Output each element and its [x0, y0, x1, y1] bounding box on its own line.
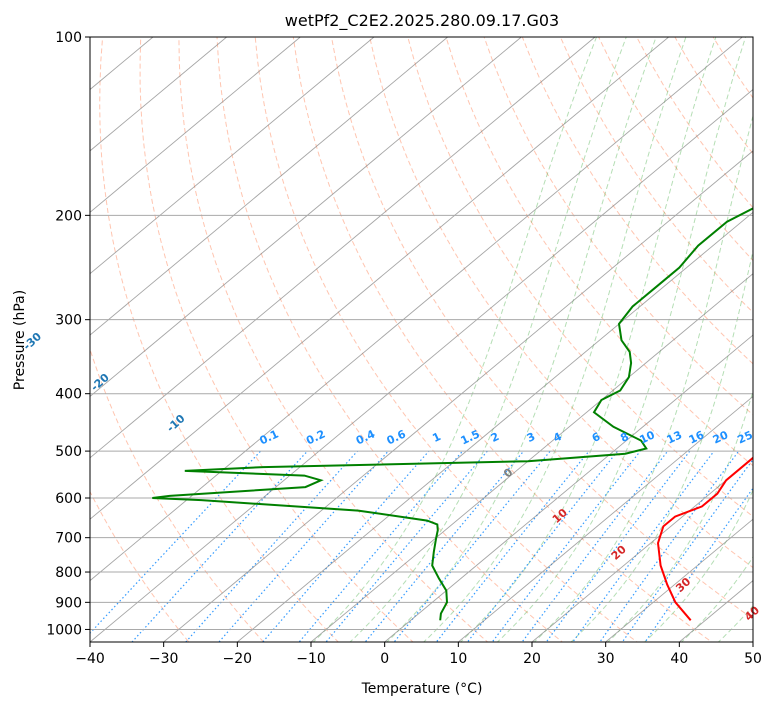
isotherm-line [90, 37, 301, 213]
isotherm-line [90, 37, 743, 582]
mixing-ratio-label: 10 [638, 428, 658, 446]
moist-adiabat-line [643, 488, 753, 642]
y-tick-label: 1000 [46, 622, 82, 638]
x-tick-label: −30 [149, 651, 179, 667]
x-tick-label: −20 [223, 651, 253, 667]
x-tick-label: 10 [449, 651, 467, 667]
moist-adiabat-line [533, 114, 753, 642]
isotherm-line [310, 273, 753, 642]
moist-adiabat-line [349, 37, 627, 642]
chart-title: wetPf2_C2E2.2025.280.09.17.G03 [285, 11, 559, 31]
plot-frame [89, 36, 754, 643]
x-tick-label: 50 [744, 651, 762, 667]
dry-adiabat-line [99, 37, 339, 642]
y-tick-label: 500 [55, 444, 82, 460]
moist-adiabat-line [386, 37, 657, 642]
y-tick-label: 200 [55, 208, 82, 224]
moist-adiabat-line [423, 37, 687, 642]
dry-adiabat-line [369, 37, 753, 569]
y-tick-label: 100 [55, 30, 82, 46]
isobars [90, 37, 753, 630]
moist-adiabat-line [312, 37, 598, 642]
temperature-profile-line [656, 456, 753, 621]
x-tick-label: 30 [597, 651, 615, 667]
dry-adiabats [90, 37, 753, 642]
isotherm-line [90, 37, 596, 459]
x-tick-label: −10 [296, 651, 326, 667]
y-tick-label: 300 [55, 313, 82, 329]
y-tick-label: 900 [55, 595, 82, 611]
moist-adiabat-line [459, 37, 717, 642]
y-tick-label: 400 [55, 387, 82, 403]
y-tick-label: 600 [55, 491, 82, 507]
isotherm-line [163, 150, 753, 642]
mixing-ratio-label: 13 [665, 428, 684, 446]
isotherm-line [384, 334, 753, 642]
x-tick-label: −40 [75, 651, 105, 667]
moist-adiabats [312, 37, 753, 642]
mixing-ratio-label: 20 [711, 428, 731, 446]
dry-adiabat-line [330, 37, 753, 620]
isotherm-line [237, 211, 753, 642]
y-axis-ticks: 1000 900 800 700 600 500 400 300 200 100 [46, 30, 90, 638]
dry-adiabat-line [90, 347, 265, 642]
moist-adiabat-line [717, 605, 753, 642]
isotherm-line [90, 37, 375, 275]
moist-adiabat-line [607, 389, 753, 642]
mixing-ratio-label: 16 [687, 428, 707, 446]
dry-adiabat-line [216, 37, 564, 642]
dry-adiabat-line [139, 37, 414, 642]
x-axis-label: Temperature (°C) [361, 681, 483, 697]
isotherms [90, 37, 753, 642]
y-axis-label: Pressure (hPa) [12, 290, 28, 390]
isotherm-line [90, 37, 522, 398]
isotherm-line [605, 518, 753, 642]
dry-adiabat-line [292, 37, 713, 642]
y-tick-label: 800 [55, 565, 82, 581]
moist-adiabat-line [680, 556, 753, 642]
isotherm-line [458, 395, 753, 642]
moist-adiabat-line [496, 37, 747, 642]
y-tick-label: 700 [55, 531, 82, 547]
isotherm-line [90, 88, 753, 642]
x-axis-ticks: −40 −30 −20 −10 0 10 20 30 40 50 [75, 642, 762, 667]
dry-adiabat-line [559, 37, 753, 314]
dry-adiabat-line [178, 37, 489, 642]
mixing-ratio-label: 25 [735, 428, 754, 446]
isotherm-line [90, 37, 669, 520]
plot-area [90, 37, 753, 642]
dry-adiabat-line [521, 37, 753, 365]
x-tick-label: 0 [380, 651, 389, 667]
sounding-profiles [152, 207, 753, 621]
isotherm-line [531, 457, 753, 642]
x-tick-label: 40 [670, 651, 688, 667]
isotherm-line [90, 37, 448, 336]
isotherm-line [90, 37, 227, 152]
dry-adiabat-line [445, 37, 753, 467]
x-tick-label: 20 [523, 651, 541, 667]
moist-adiabat-line [570, 248, 753, 642]
dewpoint-profile-line [152, 207, 753, 621]
plot-content [90, 37, 753, 642]
